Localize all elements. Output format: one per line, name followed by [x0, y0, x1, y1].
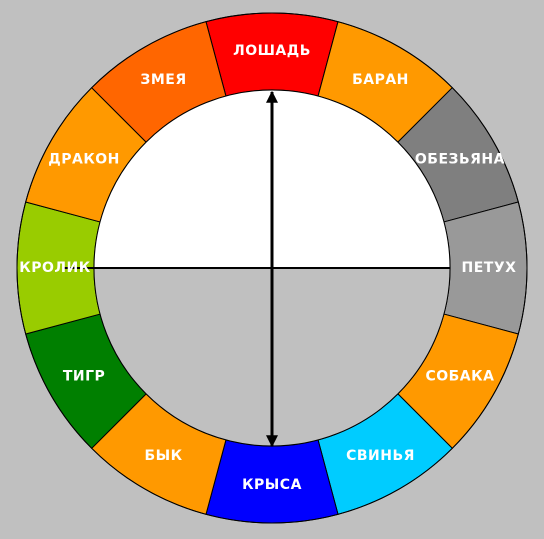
segment-label: БЫК [144, 448, 182, 464]
segment-label: СОБАКА [425, 369, 494, 385]
segment-label: ОБЕЗЬЯНА [415, 152, 505, 168]
segment-label: ЗМЕЯ [140, 72, 186, 88]
segment-label: КРЫСА [242, 477, 302, 493]
segment-label: СВИНЬЯ [346, 448, 415, 464]
segment-label: БАРАН [352, 72, 409, 88]
segment-label: КРОЛИК [19, 260, 90, 276]
segment-label: ТИГР [63, 369, 105, 385]
segment-label: ПЕТУХ [462, 260, 517, 276]
outer-circle [16, 12, 528, 524]
labels: ЛОШАДЬ БАРАН ОБЕЗЬЯНА ПЕТУХ СОБАКА СВИНЬЯ КРЫС… [19, 43, 516, 493]
segment-label: ЛОШАДЬ [233, 43, 311, 59]
segment-label: ДРАКОН [48, 152, 120, 168]
